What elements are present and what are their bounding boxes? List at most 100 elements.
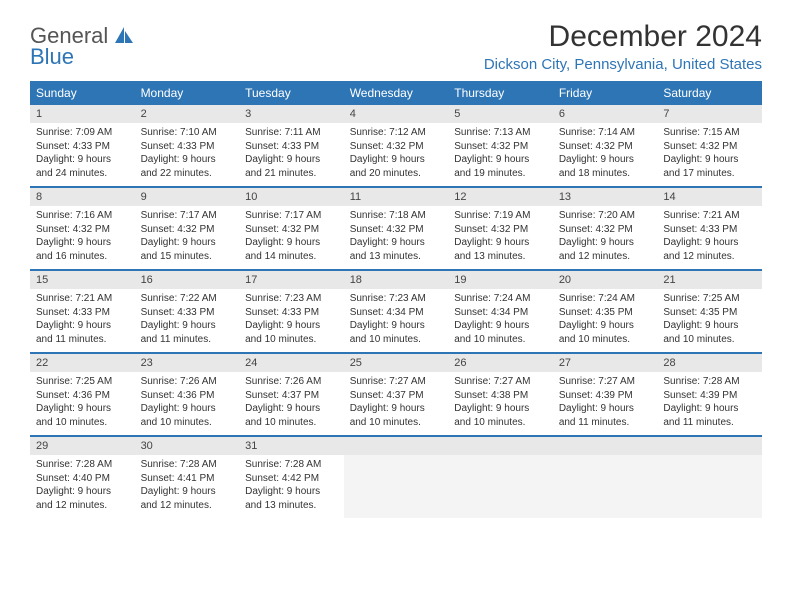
sunset-label: Sunset: 4:38 PM	[454, 390, 528, 401]
daylight-label: Daylight: 9 hours and 17 minutes.	[663, 154, 738, 179]
sunset-label: Sunset: 4:32 PM	[454, 141, 528, 152]
day-cell	[657, 455, 762, 518]
content-row: Sunrise: 7:21 AM Sunset: 4:33 PM Daylight:…	[30, 289, 762, 353]
day-number: 19	[448, 270, 553, 289]
day-number: 28	[657, 353, 762, 372]
daylight-label: Daylight: 9 hours and 10 minutes.	[245, 403, 320, 428]
sunset-label: Sunset: 4:33 PM	[141, 307, 215, 318]
location-label: Dickson City, Pennsylvania, United State…	[484, 56, 762, 73]
day-number: 29	[30, 436, 135, 455]
day-number: 4	[344, 105, 449, 123]
daynum-row: 293031	[30, 436, 762, 455]
page-header: General Blue December 2024 Dickson City,…	[30, 20, 762, 73]
day-number: 9	[135, 187, 240, 206]
daynum-row: 15161718192021	[30, 270, 762, 289]
day-cell: Sunrise: 7:17 AMSunset: 4:32 PMDaylight:…	[239, 206, 344, 270]
sunset-label: Sunset: 4:39 PM	[663, 390, 737, 401]
sunset-label: Sunset: 4:39 PM	[559, 390, 633, 401]
daylight-label: Daylight: 9 hours and 12 minutes.	[559, 237, 634, 262]
day-cell: Sunrise: 7:12 AMSunset: 4:32 PMDaylight:…	[344, 123, 449, 187]
day-cell: Sunrise: 7:11 AMSunset: 4:33 PMDaylight:…	[239, 123, 344, 187]
day-cell	[344, 455, 449, 518]
content-row: Sunrise: 7:28 AMSunset: 4:40 PMDaylight:…	[30, 455, 762, 518]
sunset-label: Sunset: 4:32 PM	[245, 224, 319, 235]
day-number: 5	[448, 105, 553, 123]
sunrise-label: Sunrise: 7:12 AM	[350, 127, 426, 138]
day-cell	[448, 455, 553, 518]
sunset-label: Sunset: 4:32 PM	[663, 141, 737, 152]
daylight-label: Daylight: 9 hours and 10 minutes.	[245, 320, 320, 345]
daynum-row: 1234567	[30, 105, 762, 123]
day-number: 12	[448, 187, 553, 206]
weekday-header: Monday	[135, 81, 240, 105]
day-cell: Sunrise: 7:17 AMSunset: 4:32 PMDaylight:…	[135, 206, 240, 270]
month-title: December 2024	[484, 20, 762, 54]
daylight-label: Daylight: 9 hours and 10 minutes.	[454, 403, 529, 428]
sunset-label: Sunset: 4:33 PM	[36, 141, 110, 152]
daylight-label: Daylight: 9 hours and 11 minutes.	[559, 403, 634, 428]
weekday-header: Sunday	[30, 81, 135, 105]
daylight-label: Daylight: 9 hours and 19 minutes.	[454, 154, 529, 179]
sunrise-label: Sunrise: 7:13 AM	[454, 127, 530, 138]
sunrise-label: Sunrise: 7:25 AM	[36, 376, 112, 387]
daylight-label: Daylight: 9 hours and 13 minutes.	[245, 486, 320, 511]
daynum-row: 891011121314	[30, 187, 762, 206]
sunrise-label: Sunrise: 7:10 AM	[141, 127, 217, 138]
daylight-label: Daylight: 9 hours and 12 minutes.	[141, 486, 216, 511]
daylight-label: Daylight: 9 hours and 15 minutes.	[141, 237, 216, 262]
daylight-label: Daylight: 9 hours and 13 minutes.	[454, 237, 529, 262]
day-number: 20	[553, 270, 658, 289]
day-number: 11	[344, 187, 449, 206]
daylight-label: Daylight: 9 hours and 20 minutes.	[350, 154, 425, 179]
daylight-label: Daylight: 9 hours and 13 minutes.	[350, 237, 425, 262]
sunrise-label: Sunrise: 7:24 AM	[559, 293, 635, 304]
day-cell: Sunrise: 7:27 AM Sunset: 4:38 PM Daylight:…	[448, 372, 553, 436]
sunrise-label: Sunrise: 7:14 AM	[559, 127, 635, 138]
day-cell: Sunrise: 7:28 AMSunset: 4:40 PMDaylight:…	[30, 455, 135, 518]
sunrise-label: Sunrise: 7:21 AM	[36, 293, 112, 304]
sunrise-label: Sunrise: 7:21 AM	[663, 210, 739, 221]
title-block: December 2024 Dickson City, Pennsylvania…	[484, 20, 762, 73]
day-number: 15	[30, 270, 135, 289]
sunset-label: Sunset: 4:34 PM	[454, 307, 528, 318]
day-number: 13	[553, 187, 658, 206]
sunrise-label: Sunrise: 7:23 AM	[350, 293, 426, 304]
sunrise-label: Sunrise: 7:09 AM	[36, 127, 112, 138]
content-row: Sunrise: 7:25 AM Sunset: 4:36 PM Daylight:…	[30, 372, 762, 436]
day-number: 27	[553, 353, 658, 372]
sunrise-label: Sunrise: 7:28 AM	[36, 459, 112, 470]
sunset-label: Sunset: 4:36 PM	[36, 390, 110, 401]
sunrise-label: Sunrise: 7:17 AM	[245, 210, 321, 221]
day-number: 31	[239, 436, 344, 455]
sunset-label: Sunset: 4:37 PM	[350, 390, 424, 401]
daylight-label: Daylight: 9 hours and 11 minutes.	[36, 320, 111, 345]
day-cell: Sunrise: 7:14 AM Sunset: 4:32 PM Daylight:…	[553, 123, 658, 187]
daylight-label: Daylight: 9 hours and 11 minutes.	[663, 403, 738, 428]
sunset-label: Sunset: 4:33 PM	[36, 307, 110, 318]
sunrise-label: Sunrise: 7:27 AM	[454, 376, 530, 387]
sunrise-label: Sunrise: 7:24 AM	[454, 293, 530, 304]
daylight-label: Daylight: 9 hours and 18 minutes.	[559, 154, 634, 179]
day-number: 17	[239, 270, 344, 289]
weekday-header: Wednesday	[344, 81, 449, 105]
day-cell: Sunrise: 7:26 AMSunset: 4:37 PMDaylight:…	[239, 372, 344, 436]
day-number: 21	[657, 270, 762, 289]
day-number: 10	[239, 187, 344, 206]
daylight-label: Daylight: 9 hours and 21 minutes.	[245, 154, 320, 179]
sunset-label: Sunset: 4:37 PM	[245, 390, 319, 401]
day-cell: Sunrise: 7:28 AMSunset: 4:41 PMDaylight:…	[135, 455, 240, 518]
daylight-label: Daylight: 9 hours and 10 minutes.	[663, 320, 738, 345]
sunrise-label: Sunrise: 7:16 AM	[36, 210, 112, 221]
day-number	[657, 436, 762, 455]
day-cell: Sunrise: 7:24 AMSunset: 4:35 PMDaylight:…	[553, 289, 658, 353]
sunrise-label: Sunrise: 7:26 AM	[141, 376, 217, 387]
day-cell: Sunrise: 7:19 AMSunset: 4:32 PMDaylight:…	[448, 206, 553, 270]
sunset-label: Sunset: 4:32 PM	[559, 141, 633, 152]
day-number: 23	[135, 353, 240, 372]
day-cell: Sunrise: 7:27 AMSunset: 4:37 PMDaylight:…	[344, 372, 449, 436]
logo: General Blue	[30, 26, 133, 68]
sunset-label: Sunset: 4:35 PM	[663, 307, 737, 318]
logo-sail-icon	[115, 27, 133, 43]
day-cell	[553, 455, 658, 518]
sunset-label: Sunset: 4:32 PM	[454, 224, 528, 235]
